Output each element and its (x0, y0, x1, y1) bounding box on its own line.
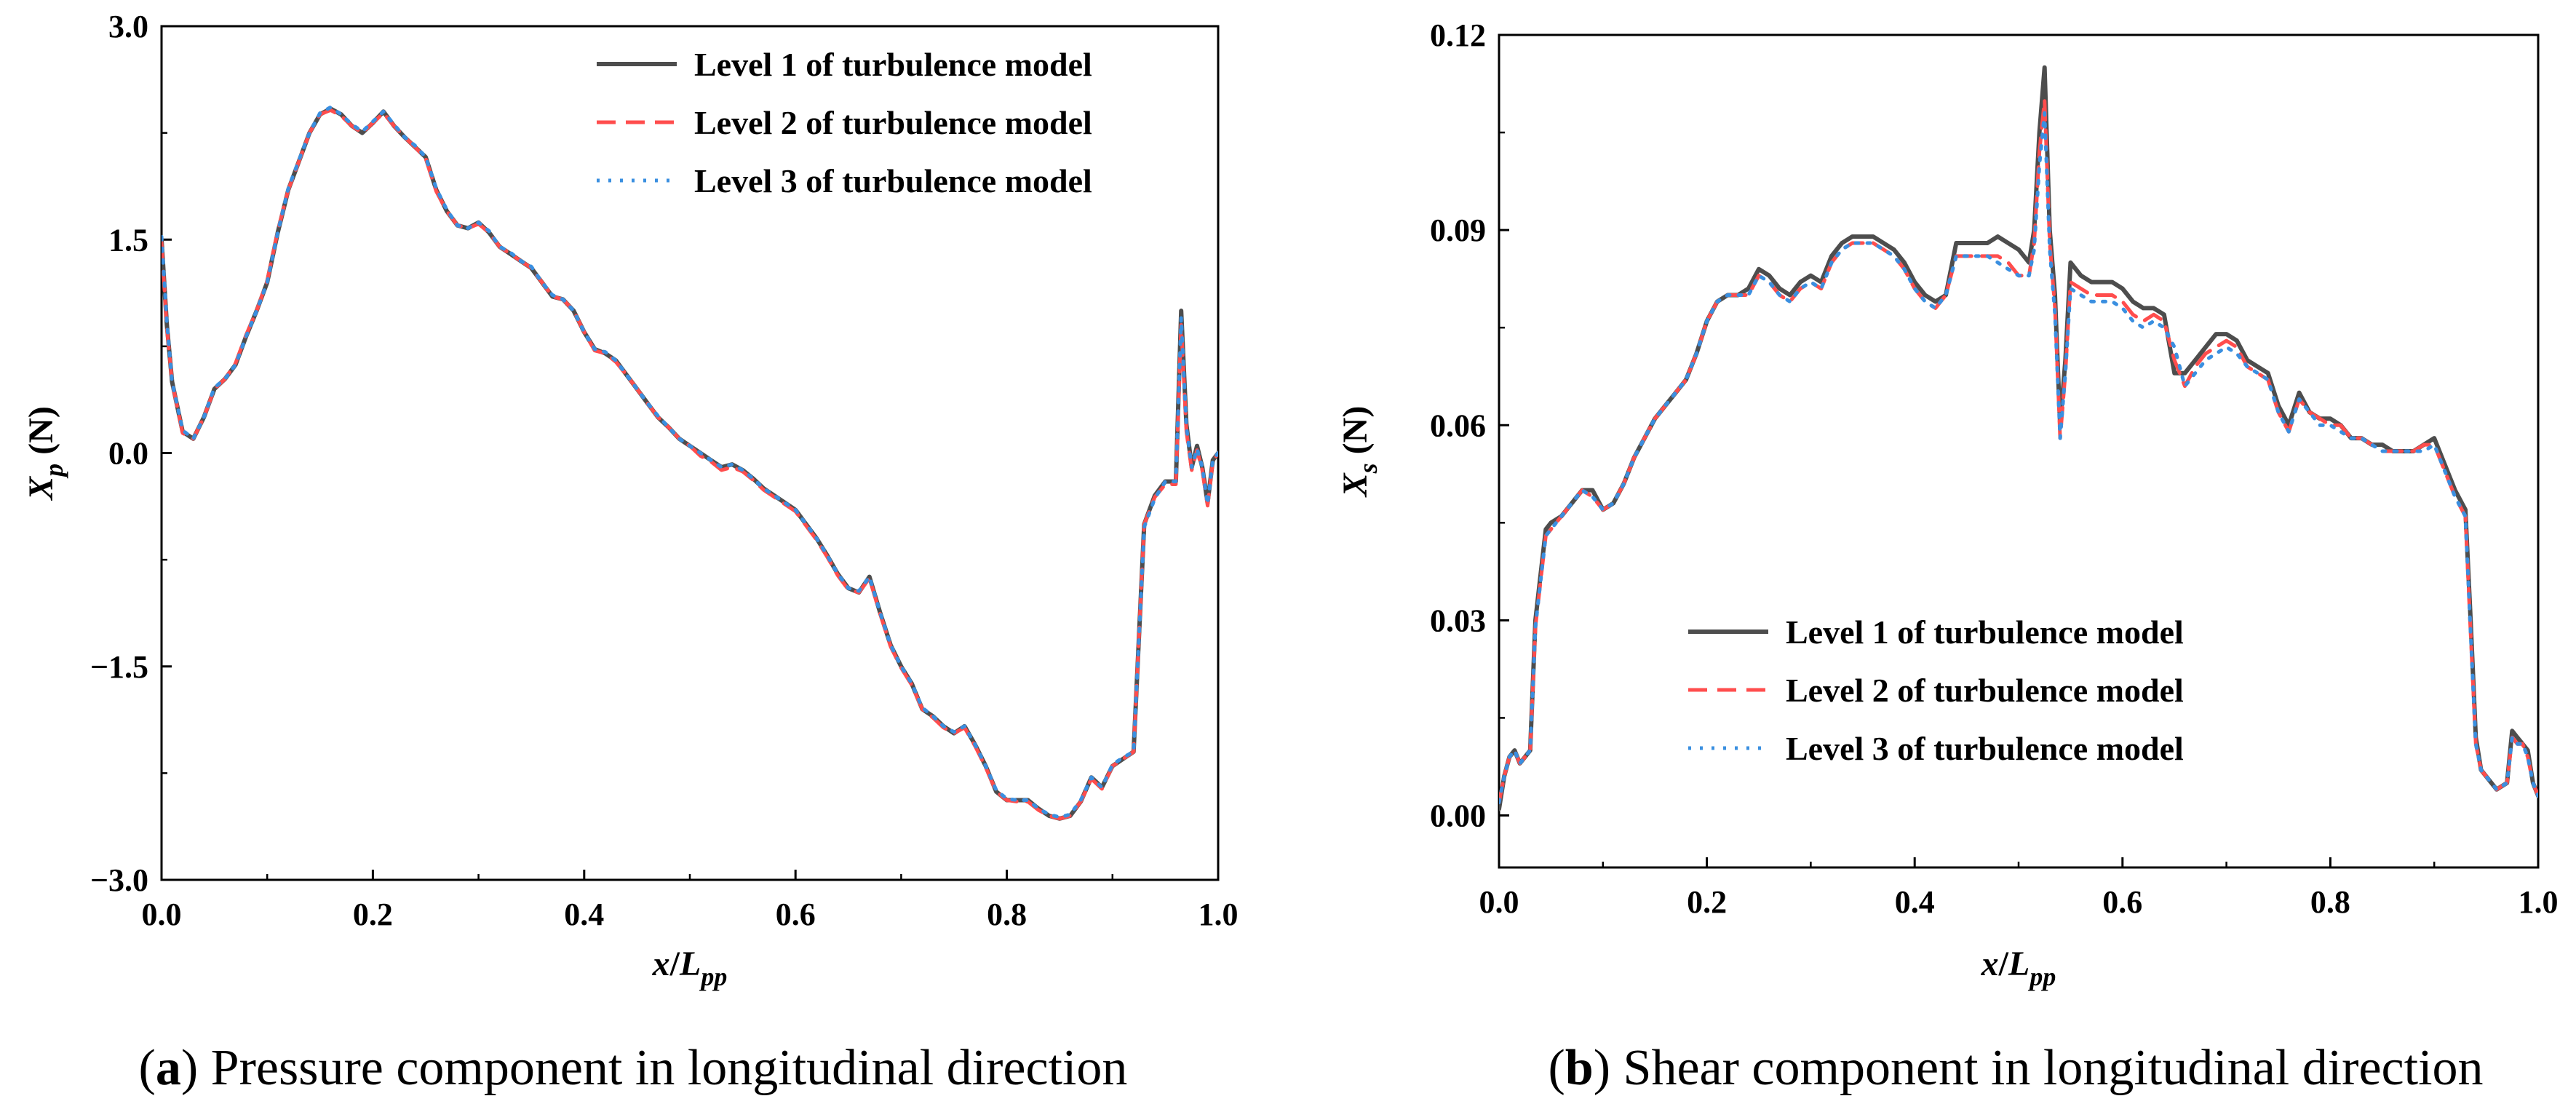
x-tick-label: 1.0 (1198, 897, 1239, 932)
plot-frame (160, 25, 1220, 881)
legend-label-level-3: Level 3 of turbulence model (694, 162, 1092, 199)
x-tick-label: 1.0 (2519, 884, 2559, 920)
x-tick-label: 0.0 (142, 897, 182, 932)
x-tick-label: 0.2 (353, 897, 393, 932)
x-tick-label: 0.4 (1895, 884, 1935, 920)
x-tick-label: 0.6 (2102, 884, 2142, 920)
series-line-level-2 (162, 108, 1218, 821)
x-tick-label: 0.4 (564, 897, 604, 932)
y-tick-label: 0.06 (1430, 408, 1486, 443)
x-tick-label: 0.8 (987, 897, 1027, 932)
legend-label-level-3: Level 3 of turbulence model (1786, 730, 2184, 767)
chart-a: 0.0 0.2 0.4 0.6 0.8 1.0 −3.0 −1.5 0.0 1.5 3.0 Level… (22, 9, 1239, 1096)
y-tick-label: −1.5 (90, 649, 148, 685)
x-tick-label: 0.6 (776, 897, 816, 932)
x-tick-label: 0.0 (1479, 884, 1519, 920)
chart-caption: (b) Shear component in longitudinal dire… (1548, 1040, 2483, 1096)
y-tick-label: 1.5 (108, 222, 148, 258)
y-tick-label: 0.12 (1430, 17, 1486, 53)
series-line-level-3 (1499, 111, 2538, 805)
x-tick-label: 0.8 (2310, 884, 2350, 920)
series-line-level-1 (162, 106, 1218, 821)
x-tick-label: 0.2 (1687, 884, 1727, 920)
chart-b: 0.0 0.2 0.4 0.6 0.8 1.0 0.00 0.03 0.06 0.09 0.12 Le… (1336, 17, 2559, 1096)
y-tick-label: −3.0 (90, 862, 148, 898)
legend-label-level-1: Level 1 of turbulence model (694, 46, 1092, 83)
x-axis-label: x/Lpp (652, 945, 728, 991)
y-tick-label: 0.00 (1430, 798, 1486, 834)
chart-caption: (a) Pressure component in longitudinal d… (139, 1040, 1128, 1096)
series-line-level-3 (162, 105, 1218, 819)
y-tick-label: 0.0 (108, 436, 148, 472)
legend-label-level-2: Level 2 of turbulence model (1786, 672, 2184, 709)
y-axis-label: Xp(N) (22, 406, 68, 501)
legend: Level 1 of turbulence model Level 2 of tu… (597, 46, 1092, 199)
legend: Level 1 of turbulence model Level 2 of tu… (1688, 613, 2184, 767)
y-tick-label: 3.0 (108, 9, 148, 44)
y-tick-label: 0.03 (1430, 603, 1486, 638)
legend-label-level-2: Level 2 of turbulence model (694, 104, 1092, 141)
y-axis-label: Xs(N) (1336, 406, 1383, 499)
x-axis-label: x/Lpp (1981, 945, 2056, 991)
y-tick-label: 0.09 (1430, 213, 1486, 248)
legend-label-level-1: Level 1 of turbulence model (1786, 613, 2184, 651)
